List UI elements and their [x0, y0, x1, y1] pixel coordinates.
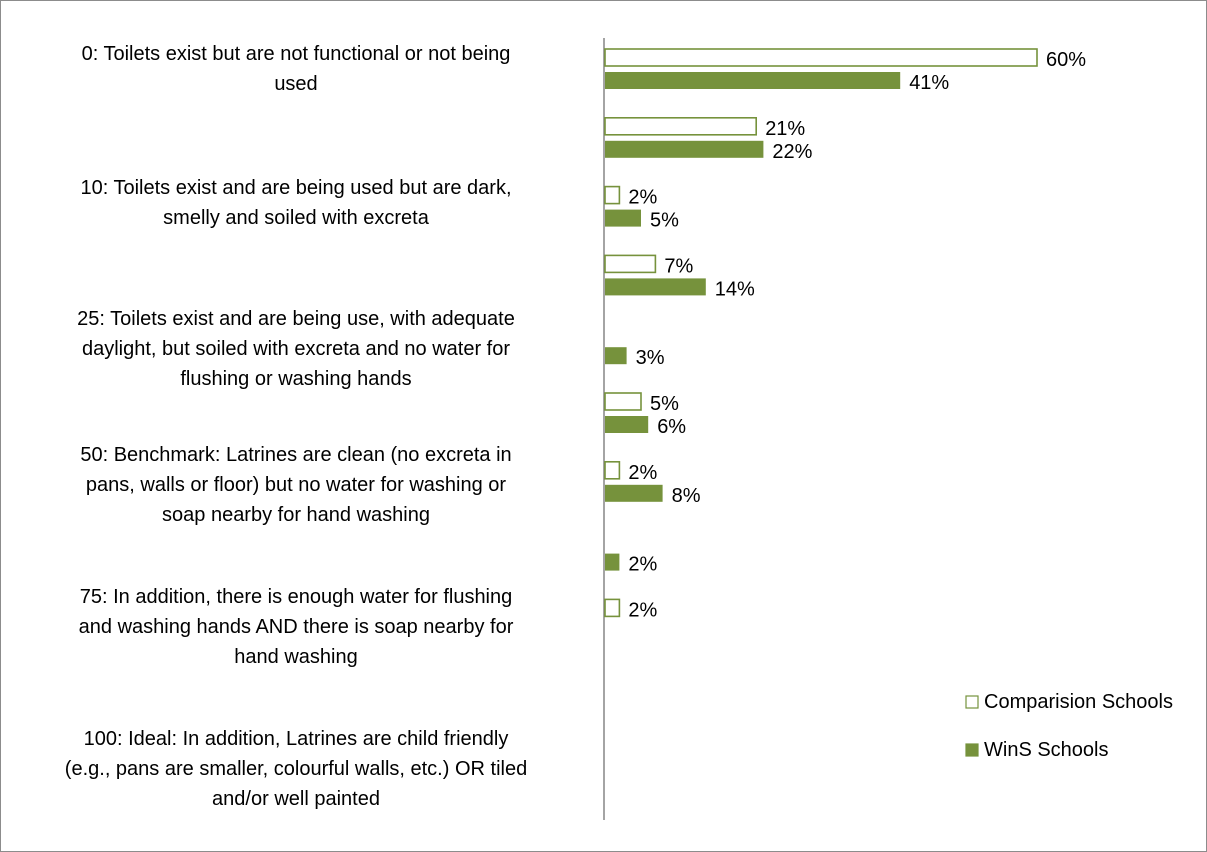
category-label-line: daylight, but soiled with excreta and no… — [82, 338, 510, 360]
comparison-bar — [604, 185, 621, 205]
data-label: 2% — [628, 462, 657, 484]
legend-swatch-wins — [965, 743, 979, 757]
legend-swatch-comparison — [965, 695, 979, 709]
comparison-bar — [604, 460, 621, 480]
data-label: 8% — [672, 485, 701, 507]
wins-bar — [605, 209, 641, 227]
category-label-line: 50: Benchmark: Latrines are clean (no ex… — [80, 444, 511, 466]
category-label: 10: Toilets exist and are being used but… — [80, 177, 511, 229]
legend: Comparision Schools WinS Schools — [965, 691, 1173, 761]
category-label-line: soap nearby for hand washing — [162, 504, 430, 526]
legend-label: WinS Schools — [984, 739, 1109, 761]
wins-bar — [605, 347, 627, 365]
wins-bar — [605, 140, 764, 158]
category-label: 25: Toilets exist and are being use, wit… — [77, 308, 515, 390]
category-label: 75: In addition, there is enough water f… — [79, 586, 514, 668]
wins-bar — [605, 553, 620, 571]
category-label-line: and/or well painted — [212, 788, 380, 810]
category-label: 0: Toilets exist but are not functional … — [82, 43, 511, 95]
category-labels: 0: Toilets exist but are not functional … — [65, 43, 527, 810]
wins-bar — [605, 278, 706, 296]
bars: 60%41%21%22%2%5%7%14%3%5%6%2%8%2%2% — [604, 48, 1086, 621]
comparison-bar — [604, 392, 642, 411]
wins-bar — [605, 484, 663, 502]
data-label: 2% — [628, 599, 657, 621]
data-label: 7% — [664, 255, 693, 277]
category-label-line: hand washing — [234, 646, 357, 668]
data-label: 3% — [636, 347, 665, 369]
comparison-bar — [604, 117, 757, 136]
category-label-line: 100: Ideal: In addition, Latrines are ch… — [84, 728, 509, 750]
wins-bar — [605, 416, 649, 433]
category-label-line: 10: Toilets exist and are being used but… — [80, 177, 511, 199]
category-label-line: 0: Toilets exist but are not functional … — [82, 43, 511, 65]
category-label-line: pans, walls or floor) but no water for w… — [86, 474, 507, 496]
data-label: 60% — [1046, 49, 1086, 71]
data-label: 5% — [650, 210, 679, 232]
category-label-line: 75: In addition, there is enough water f… — [80, 586, 513, 608]
data-label: 21% — [765, 118, 805, 140]
category-label-line: smelly and soiled with excreta — [163, 207, 430, 229]
data-label: 22% — [772, 141, 812, 163]
legend-label: Comparision Schools — [984, 691, 1173, 713]
comparison-bar — [604, 254, 657, 274]
category-label: 50: Benchmark: Latrines are clean (no ex… — [80, 444, 511, 526]
data-label: 14% — [715, 278, 755, 300]
data-label: 5% — [650, 393, 679, 415]
data-label: 41% — [909, 72, 949, 94]
comparison-bar — [604, 598, 621, 618]
data-label: 6% — [657, 416, 686, 438]
wins-bar — [605, 72, 901, 89]
category-label: 100: Ideal: In addition, Latrines are ch… — [65, 728, 527, 810]
data-label: 2% — [628, 554, 657, 576]
category-label-line: and washing hands AND there is soap near… — [79, 616, 514, 638]
category-label-line: used — [274, 73, 317, 95]
category-label-line: flushing or washing hands — [180, 368, 411, 390]
category-label-line: (e.g., pans are smaller, colourful walls… — [65, 758, 527, 780]
comparison-bar — [604, 48, 1038, 67]
data-label: 2% — [628, 187, 657, 209]
category-label-line: 25: Toilets exist and are being use, wit… — [77, 308, 515, 330]
